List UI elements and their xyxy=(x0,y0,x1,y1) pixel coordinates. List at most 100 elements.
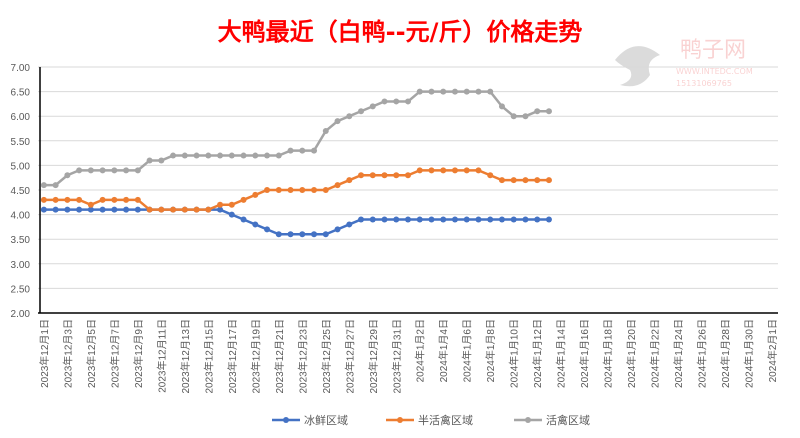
data-point xyxy=(287,231,294,238)
data-point xyxy=(158,206,165,213)
data-point xyxy=(487,172,494,179)
legend-marker xyxy=(283,417,289,423)
data-point xyxy=(475,88,482,95)
x-tick-label: 2024年1月6日 xyxy=(461,319,474,382)
data-point xyxy=(76,167,83,174)
data-point xyxy=(99,196,106,203)
data-point xyxy=(510,113,517,120)
x-tick-label: 2024年2月1日 xyxy=(766,319,779,382)
data-point xyxy=(346,221,353,228)
data-point xyxy=(322,231,329,238)
data-point xyxy=(76,206,83,213)
data-point xyxy=(322,187,329,193)
data-point xyxy=(451,216,458,223)
data-point xyxy=(205,152,212,159)
data-point xyxy=(475,167,482,174)
data-point xyxy=(264,187,271,193)
data-point xyxy=(416,88,423,95)
data-point xyxy=(393,98,400,105)
y-tick-label: 2.50 xyxy=(11,284,31,295)
data-point xyxy=(40,206,47,213)
data-point xyxy=(428,216,435,223)
data-point xyxy=(228,201,235,208)
data-point xyxy=(510,177,517,184)
data-point xyxy=(87,201,94,208)
data-point xyxy=(170,152,177,159)
data-point xyxy=(369,103,376,110)
y-tick-label: 7.00 xyxy=(11,63,31,74)
x-tick-label: 2024年1月16日 xyxy=(578,319,591,388)
data-point xyxy=(428,167,435,174)
data-point xyxy=(228,152,235,159)
data-point xyxy=(264,226,271,233)
data-point xyxy=(146,206,153,213)
data-point xyxy=(534,177,541,184)
data-point xyxy=(87,206,94,213)
data-point xyxy=(123,167,130,174)
data-point xyxy=(358,172,365,179)
data-point xyxy=(522,216,529,223)
data-point xyxy=(240,196,247,203)
data-point xyxy=(416,167,423,174)
data-point xyxy=(193,206,200,213)
data-point xyxy=(522,113,529,120)
data-point xyxy=(52,206,59,213)
data-point xyxy=(440,216,447,223)
x-tick-label: 2023年12月15日 xyxy=(202,319,215,394)
x-tick-label: 2024年1月10日 xyxy=(508,319,521,388)
x-tick-label: 2023年12月1日 xyxy=(38,319,51,388)
y-tick-label: 4.50 xyxy=(11,186,31,197)
x-tick-label: 2024年1月4日 xyxy=(437,319,450,382)
data-point xyxy=(405,98,411,105)
data-point xyxy=(440,88,447,95)
data-point xyxy=(334,182,341,189)
data-point xyxy=(181,206,188,213)
data-point xyxy=(534,216,541,223)
data-point xyxy=(111,206,118,213)
watermark-logo: 鸭子网 WWW.INTEDC.COM 15131069765 xyxy=(615,38,753,88)
y-tick-label: 5.00 xyxy=(11,161,31,172)
data-point xyxy=(87,167,94,174)
data-point xyxy=(545,177,552,184)
x-tick-label: 2023年12月11日 xyxy=(155,319,168,393)
y-tick-label: 4.00 xyxy=(11,211,31,222)
data-point xyxy=(275,187,282,193)
x-tick-label: 2024年1月18日 xyxy=(602,319,615,388)
series-line xyxy=(43,208,549,236)
data-point xyxy=(40,182,47,189)
data-point xyxy=(123,196,130,203)
data-point xyxy=(440,167,447,174)
y-tick-label: 5.50 xyxy=(11,137,31,148)
data-point xyxy=(64,196,71,203)
data-point xyxy=(381,172,388,179)
data-point xyxy=(205,206,212,213)
x-tick-label: 2024年1月28日 xyxy=(719,319,732,388)
x-tick-label: 2023年12月25日 xyxy=(320,319,333,394)
x-tick-label: 2023年12月7日 xyxy=(108,319,121,388)
watermark-name: 鸭子网 xyxy=(680,38,746,63)
x-tick-label: 2023年12月9日 xyxy=(132,319,145,388)
legend-marker xyxy=(525,417,531,423)
data-point xyxy=(498,216,505,223)
x-tick-label: 2024年1月12日 xyxy=(531,319,544,388)
data-point xyxy=(451,88,458,95)
data-point xyxy=(358,108,365,115)
data-point xyxy=(311,147,318,154)
data-point xyxy=(334,226,341,233)
data-point xyxy=(381,98,388,105)
data-point xyxy=(545,108,552,115)
legend-marker xyxy=(397,417,403,423)
data-point xyxy=(416,216,423,223)
data-point xyxy=(369,172,376,179)
data-point xyxy=(252,152,259,159)
data-point xyxy=(252,221,259,228)
data-point xyxy=(405,172,411,179)
x-tick-label: 2023年12月13日 xyxy=(179,319,192,394)
x-tick-label: 2023年12月19日 xyxy=(249,319,262,394)
x-tick-label: 2023年12月27日 xyxy=(343,319,356,394)
y-tick-label: 6.00 xyxy=(11,112,31,123)
x-tick-label: 2024年1月22日 xyxy=(649,319,662,388)
data-point xyxy=(311,231,318,238)
data-point xyxy=(487,216,494,223)
